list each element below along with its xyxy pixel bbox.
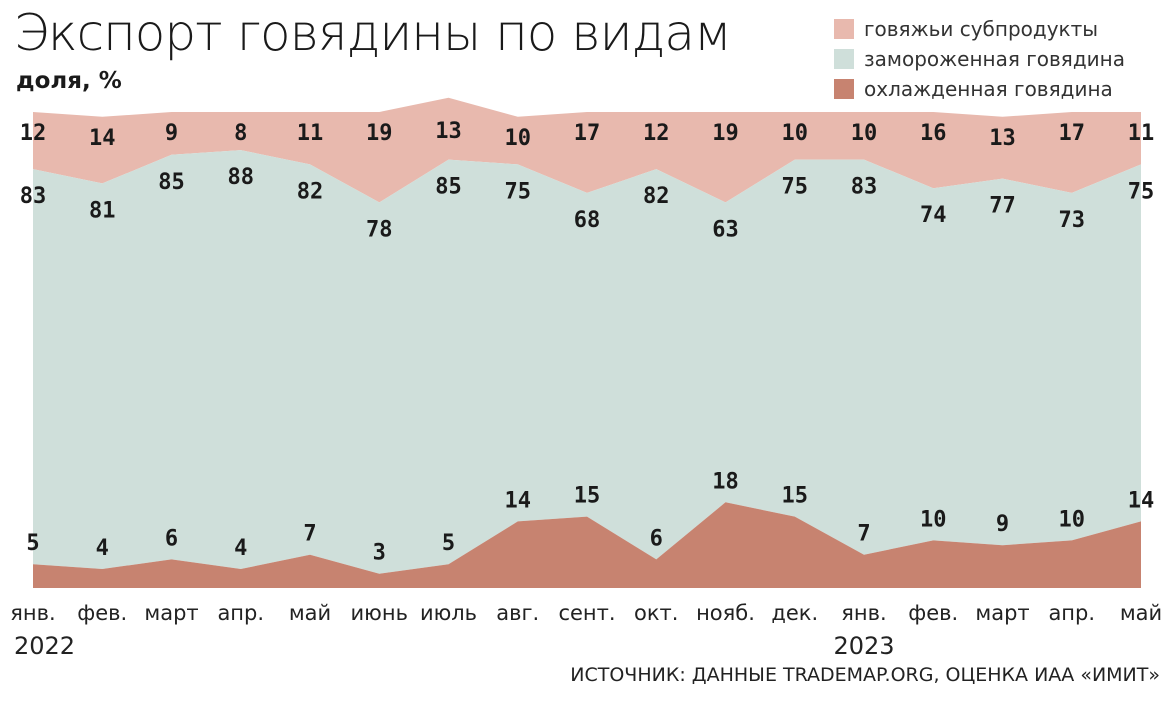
legend-item-offal: говяжьи субпродукты — [834, 14, 1125, 44]
data-label-offal: 10 — [505, 126, 532, 151]
data-label-chilled: 18 — [712, 469, 739, 494]
data-label-chilled: 4 — [96, 536, 109, 561]
x-tick-label: фев. — [908, 601, 958, 625]
x-tick-label: сент. — [558, 601, 615, 625]
data-label-chilled: 6 — [165, 526, 178, 551]
x-tick-label: нояб. — [696, 601, 755, 625]
legend-swatch-frozen — [834, 49, 854, 69]
x-tick-label: апр. — [1048, 601, 1095, 625]
x-tick-label: март — [975, 601, 1029, 625]
x-tick-label: окт. — [634, 601, 678, 625]
data-label-offal: 11 — [1128, 121, 1155, 146]
legend-item-chilled: охлажденная говядина — [834, 74, 1125, 104]
legend: говяжьи субпродукты замороженная говядин… — [834, 14, 1125, 104]
data-label-frozen: 63 — [712, 217, 739, 242]
data-label-offal: 8 — [234, 121, 247, 146]
x-tick-label: янв. — [10, 601, 55, 625]
data-label-frozen: 68 — [574, 208, 601, 233]
data-label-frozen: 85 — [435, 175, 462, 200]
data-label-chilled: 7 — [857, 522, 870, 547]
data-label-offal: 14 — [89, 126, 116, 151]
legend-label-chilled: охлажденная говядина — [864, 77, 1113, 101]
data-label-frozen: 75 — [505, 179, 532, 204]
data-label-chilled: 14 — [1128, 488, 1155, 513]
chart-title: Экспорт говядины по видам — [14, 4, 732, 62]
data-label-chilled: 9 — [996, 512, 1009, 537]
data-label-frozen: 82 — [643, 184, 670, 209]
data-label-frozen: 88 — [228, 165, 255, 190]
legend-swatch-chilled — [834, 79, 854, 99]
area-frozen — [33, 150, 1141, 574]
data-label-frozen: 83 — [851, 175, 878, 200]
data-label-chilled: 14 — [505, 488, 532, 513]
data-label-chilled: 5 — [442, 531, 455, 556]
legend-item-frozen: замороженная говядина — [834, 44, 1125, 74]
data-label-frozen: 75 — [1128, 179, 1155, 204]
area-chilled — [33, 502, 1141, 588]
chart-subtitle: доля, % — [16, 68, 122, 94]
data-label-chilled: 6 — [650, 526, 663, 551]
data-label-frozen: 81 — [89, 198, 116, 223]
data-label-frozen: 82 — [297, 179, 324, 204]
data-label-frozen: 73 — [1059, 208, 1086, 233]
legend-label-offal: говяжьи субпродукты — [864, 17, 1099, 41]
data-label-offal: 9 — [165, 121, 178, 146]
x-tick-label: май — [1120, 601, 1162, 625]
x-tick-label: июль — [420, 601, 477, 625]
data-label-offal: 13 — [989, 126, 1016, 151]
data-label-frozen: 83 — [20, 184, 47, 209]
area-offal — [33, 97, 1141, 203]
data-label-chilled: 10 — [1059, 507, 1086, 532]
data-label-chilled: 4 — [234, 536, 247, 561]
x-tick-label: авг. — [496, 601, 539, 625]
data-label-offal: 17 — [574, 121, 601, 146]
data-label-chilled: 5 — [26, 531, 39, 556]
x-tick-label: март — [144, 601, 198, 625]
legend-swatch-offal — [834, 19, 854, 39]
legend-label-frozen: замороженная говядина — [864, 47, 1125, 71]
x-tick-label: дек. — [771, 601, 818, 625]
x-tick-label: янв. — [841, 601, 886, 625]
data-label-chilled: 10 — [920, 507, 947, 532]
data-label-offal: 17 — [1059, 121, 1086, 146]
x-tick-label: фев. — [77, 601, 127, 625]
data-label-offal: 19 — [712, 121, 739, 146]
x-tick-label: июнь — [351, 601, 408, 625]
data-label-chilled: 3 — [373, 541, 386, 566]
data-label-offal: 19 — [366, 121, 393, 146]
data-label-frozen: 75 — [782, 175, 809, 200]
data-label-offal: 13 — [435, 119, 462, 144]
data-label-offal: 10 — [851, 121, 878, 146]
x-tick-label: май — [289, 601, 331, 625]
data-label-frozen: 74 — [920, 203, 947, 228]
data-label-offal: 16 — [920, 121, 947, 146]
year-label-2023: 2023 — [833, 632, 894, 660]
data-label-chilled: 15 — [574, 484, 601, 509]
data-label-offal: 11 — [297, 121, 324, 146]
data-label-chilled: 7 — [303, 522, 316, 547]
data-label-frozen: 78 — [366, 217, 393, 242]
data-label-frozen: 85 — [158, 170, 185, 195]
x-tick-label: апр. — [217, 601, 264, 625]
data-label-offal: 10 — [782, 121, 809, 146]
source-note: ИСТОЧНИК: ДАННЫЕ TRADEMAP.ORG, ОЦЕНКА ИА… — [570, 664, 1160, 686]
data-label-chilled: 15 — [782, 484, 809, 509]
data-label-offal: 12 — [643, 121, 670, 146]
year-label-2022: 2022 — [14, 632, 75, 660]
data-label-frozen: 77 — [989, 194, 1016, 219]
data-label-offal: 12 — [20, 121, 47, 146]
